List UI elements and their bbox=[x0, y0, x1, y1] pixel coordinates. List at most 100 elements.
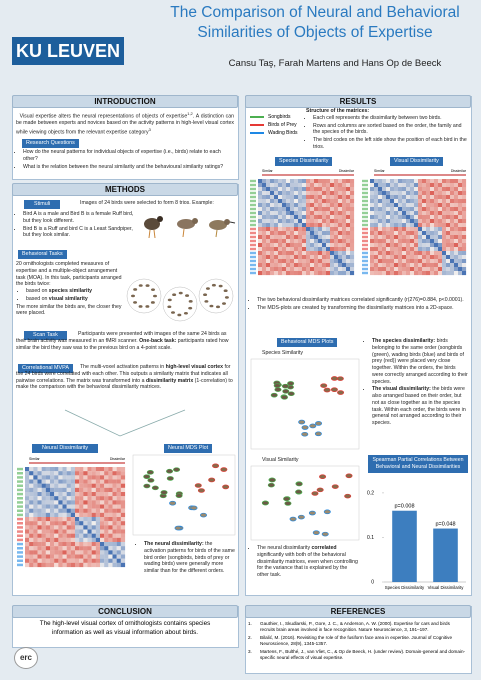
bird-icon bbox=[167, 305, 172, 309]
heatmap-cell bbox=[306, 247, 311, 252]
heatmap-cell bbox=[83, 546, 88, 551]
heatmap-cell bbox=[394, 247, 399, 252]
heatmap-cell bbox=[330, 191, 335, 196]
heatmap-cell bbox=[462, 255, 467, 260]
heatmap-cell bbox=[270, 219, 275, 224]
item: Bird B is a Ruff and bird C is a Least S… bbox=[23, 226, 134, 240]
reference: 2. Bilalić, M. (2016). Revisiting the rol… bbox=[248, 635, 466, 647]
heatmap-cell bbox=[108, 508, 113, 513]
heatmap-cell bbox=[406, 223, 411, 228]
heatmap-cell bbox=[62, 533, 67, 538]
heatmap-cell bbox=[37, 537, 42, 543]
row-code bbox=[250, 247, 256, 251]
heatmap-cell bbox=[294, 255, 299, 260]
heatmap-cell bbox=[79, 554, 84, 559]
heatmap-cell bbox=[306, 199, 311, 204]
heatmap-cell bbox=[370, 207, 375, 212]
heatmap-cell bbox=[462, 183, 467, 188]
heatmap-cell bbox=[410, 203, 415, 208]
heatmap-cell bbox=[79, 533, 84, 538]
heatmap-cell bbox=[298, 227, 303, 232]
heatmap-cell bbox=[294, 271, 299, 276]
heatmap-cell bbox=[390, 203, 395, 208]
heatmap-cell bbox=[262, 235, 267, 240]
heatmap-cell bbox=[386, 235, 391, 240]
bird-icon bbox=[209, 304, 214, 308]
heatmap-cell bbox=[66, 496, 71, 501]
heatmap-cell bbox=[70, 471, 76, 476]
heatmap-cell bbox=[62, 558, 67, 563]
heatmap-cell bbox=[410, 215, 415, 220]
heatmap-cell bbox=[108, 529, 113, 534]
scale-label: Similar bbox=[374, 169, 386, 173]
heatmap-cell bbox=[75, 471, 80, 476]
heatmap-cell bbox=[116, 504, 121, 509]
heatmap-cell bbox=[454, 215, 459, 220]
bird-point bbox=[330, 387, 338, 392]
heatmap-cell bbox=[430, 179, 435, 184]
heatmap-cell bbox=[274, 179, 279, 184]
heatmap-cell bbox=[390, 211, 395, 216]
heatmap-cell bbox=[258, 251, 263, 256]
heatmap-cell bbox=[258, 243, 263, 248]
heatmap-cell bbox=[270, 271, 275, 276]
heatmap-cell bbox=[70, 475, 76, 480]
heatmap-cell bbox=[390, 223, 395, 228]
heatmap-cell bbox=[274, 215, 279, 220]
heatmap-cell bbox=[326, 255, 331, 260]
row-code bbox=[362, 271, 368, 275]
heatmap-cell bbox=[25, 529, 30, 534]
heatmap-cell bbox=[302, 267, 307, 272]
heatmap-cell bbox=[454, 231, 459, 236]
heatmap-cell bbox=[438, 247, 443, 252]
heatmap-cell bbox=[422, 271, 427, 276]
heatmap-cell bbox=[95, 467, 101, 472]
heatmap-cell bbox=[458, 271, 463, 276]
heatmap-cell bbox=[386, 243, 391, 248]
heatmap-cell bbox=[398, 207, 403, 212]
heatmap-cell bbox=[434, 239, 439, 244]
heatmap-cell bbox=[29, 512, 34, 518]
heatmap-cell bbox=[50, 475, 55, 480]
heatmap-cell bbox=[41, 533, 46, 538]
heatmap-cell bbox=[50, 533, 55, 538]
heatmap-cell bbox=[458, 191, 463, 196]
heatmap-cell bbox=[104, 508, 109, 513]
heatmap-cell bbox=[346, 207, 351, 212]
heatmap-cell bbox=[394, 203, 399, 208]
row-code bbox=[17, 563, 23, 567]
heatmap-cell bbox=[342, 251, 347, 256]
row-code bbox=[17, 551, 23, 554]
heatmap-cell bbox=[120, 500, 126, 505]
plot-frame bbox=[250, 465, 360, 541]
heatmap-cell bbox=[438, 223, 443, 228]
heatmap-cell bbox=[390, 183, 395, 188]
heatmap-cell bbox=[41, 467, 46, 472]
heatmap-cell bbox=[33, 500, 38, 505]
heatmap-cell bbox=[95, 554, 101, 559]
section-heading: INTRODUCTION bbox=[12, 95, 238, 108]
heatmap-cell bbox=[334, 199, 339, 204]
heatmap-cell bbox=[298, 251, 303, 256]
heatmap-cell bbox=[378, 215, 383, 220]
scan-text: Participants were presented with images … bbox=[16, 331, 234, 351]
heatmap-cell bbox=[450, 235, 455, 240]
heatmap-cell bbox=[314, 235, 319, 240]
heatmap-cell bbox=[258, 267, 263, 272]
heatmap-cell bbox=[330, 267, 335, 272]
heatmap-cell bbox=[310, 271, 315, 276]
heatmap-cell bbox=[430, 195, 435, 200]
heatmap-cell bbox=[334, 227, 339, 232]
heatmap-cell bbox=[108, 550, 113, 555]
heatmap-cell bbox=[290, 187, 295, 192]
heatmap-cell bbox=[458, 203, 463, 208]
heatmap-cell bbox=[386, 227, 391, 232]
heatmap-cell bbox=[50, 504, 55, 509]
heatmap-cell bbox=[120, 517, 126, 522]
heatmap-cell bbox=[70, 483, 76, 488]
heatmap-cell bbox=[398, 251, 403, 256]
heatmap-cell bbox=[414, 179, 419, 184]
heatmap-cell bbox=[350, 263, 355, 268]
heatmap-cell bbox=[298, 183, 303, 188]
